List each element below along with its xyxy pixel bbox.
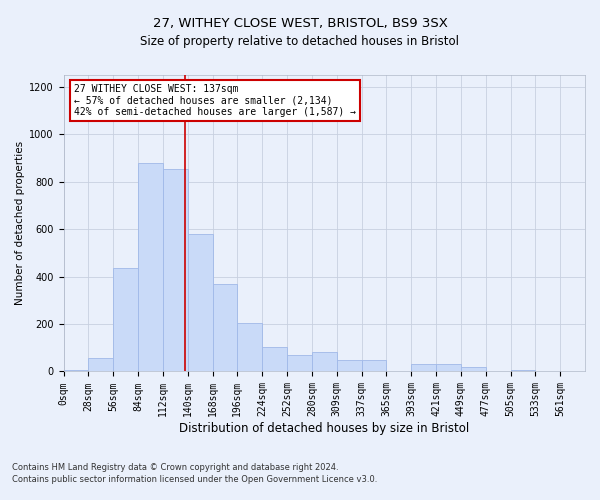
Text: 27 WITHEY CLOSE WEST: 137sqm
← 57% of detached houses are smaller (2,134)
42% of: 27 WITHEY CLOSE WEST: 137sqm ← 57% of de… <box>74 84 356 117</box>
Bar <box>113 268 138 372</box>
Text: Contains public sector information licensed under the Open Government Licence v3: Contains public sector information licen… <box>12 475 377 484</box>
Bar <box>163 168 188 372</box>
Y-axis label: Number of detached properties: Number of detached properties <box>15 141 25 306</box>
Bar <box>88 358 113 372</box>
Bar <box>262 346 287 372</box>
Bar <box>287 355 312 372</box>
Bar <box>138 163 163 372</box>
Bar <box>337 360 362 372</box>
Bar <box>212 284 238 372</box>
Bar <box>238 323 262 372</box>
Bar <box>188 234 212 372</box>
X-axis label: Distribution of detached houses by size in Bristol: Distribution of detached houses by size … <box>179 422 469 435</box>
Bar <box>436 364 461 372</box>
Bar <box>362 360 386 372</box>
Bar <box>461 366 485 372</box>
Text: Contains HM Land Registry data © Crown copyright and database right 2024.: Contains HM Land Registry data © Crown c… <box>12 464 338 472</box>
Bar <box>312 352 337 372</box>
Bar <box>64 370 88 372</box>
Bar <box>511 370 535 372</box>
Bar <box>411 364 436 372</box>
Text: 27, WITHEY CLOSE WEST, BRISTOL, BS9 3SX: 27, WITHEY CLOSE WEST, BRISTOL, BS9 3SX <box>152 18 448 30</box>
Text: Size of property relative to detached houses in Bristol: Size of property relative to detached ho… <box>140 35 460 48</box>
